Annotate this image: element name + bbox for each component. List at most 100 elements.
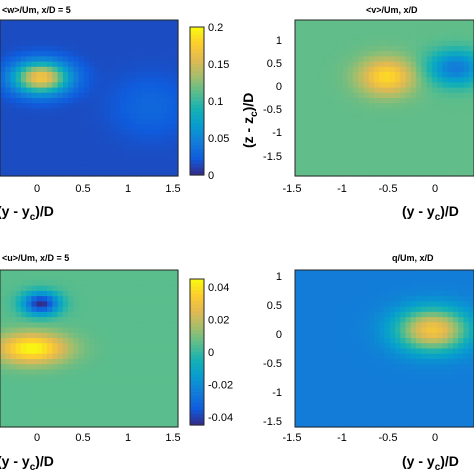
colorbar-segment: [190, 115, 204, 121]
heatmap-cell: [94, 411, 101, 418]
heatmap-cell: [410, 301, 417, 308]
heatmap-cell: [363, 103, 370, 109]
heatmap-cell: [326, 270, 333, 276]
heatmap-cell: [130, 290, 137, 297]
heatmap-cell: [405, 20, 412, 26]
heatmap-cell: [104, 25, 111, 31]
heatmap-cell: [0, 301, 6, 308]
heatmap-cell: [442, 364, 449, 371]
colorbar-segment: [190, 341, 204, 346]
heatmap-cell: [300, 390, 307, 397]
heatmap-cell: [463, 134, 470, 141]
heatmap-cell: [310, 296, 317, 302]
heatmap-cell: [416, 129, 422, 135]
y-tick-label: 0: [276, 329, 282, 341]
heatmap-cell: [31, 108, 38, 115]
heatmap-cell: [141, 296, 148, 302]
heatmap-cell: [468, 411, 474, 418]
heatmap-cell: [452, 165, 459, 172]
heatmap-cell: [73, 317, 80, 323]
heatmap-cell: [300, 77, 307, 83]
heatmap-cell: [109, 285, 116, 292]
heatmap-cell: [363, 155, 370, 161]
heatmap-cell: [384, 160, 391, 167]
heatmap-cell: [300, 395, 307, 402]
heatmap-cell: [15, 56, 22, 63]
heatmap-cell: [83, 108, 90, 115]
heatmap-cell: [379, 369, 386, 376]
heatmap-cell: [141, 280, 148, 287]
heatmap-cell: [400, 150, 407, 156]
heatmap-cell: [10, 416, 17, 423]
heatmap-cell: [468, 395, 474, 402]
heatmap-cell: [447, 270, 454, 276]
heatmap-cell: [62, 77, 69, 83]
heatmap-cell: [342, 66, 349, 73]
heatmap-cell: [405, 40, 412, 47]
heatmap-cell: [136, 170, 142, 177]
heatmap-cell: [447, 400, 454, 407]
heatmap-cell: [20, 72, 27, 78]
heatmap-cell: [447, 327, 454, 334]
heatmap-cell: [437, 400, 444, 407]
heatmap-cell: [151, 61, 158, 68]
heatmap-cell: [151, 77, 158, 83]
heatmap-cell: [463, 160, 470, 167]
heatmap-cell: [15, 364, 22, 371]
heatmap-cell: [26, 155, 33, 161]
heatmap-cell: [146, 87, 153, 94]
heatmap-cell: [41, 61, 48, 68]
heatmap-cell: [468, 40, 474, 47]
heatmap-cell: [368, 364, 375, 371]
heatmap-cell: [300, 129, 307, 135]
heatmap-cell: [331, 358, 338, 365]
heatmap-cell: [347, 322, 354, 329]
heatmap-cell: [94, 374, 101, 381]
heatmap-cell: [162, 385, 169, 391]
heatmap-cell: [389, 113, 396, 120]
heatmap-cell: [62, 108, 69, 115]
heatmap-cell: [109, 66, 116, 73]
heatmap-cell: [416, 35, 422, 42]
heatmap-cell: [405, 170, 412, 177]
heatmap-cell: [452, 306, 459, 313]
heatmap-cell: [125, 416, 132, 423]
heatmap-cell: [410, 165, 417, 172]
heatmap-cell: [78, 301, 85, 308]
heatmap-cell: [395, 129, 401, 135]
heatmap-cell: [368, 395, 375, 402]
heatmap-cell: [405, 317, 412, 323]
heatmap-cell: [157, 92, 163, 99]
heatmap-cell: [89, 150, 95, 156]
heatmap-cell: [458, 134, 465, 141]
heatmap-cell: [316, 160, 322, 167]
heatmap-cell: [395, 77, 401, 83]
heatmap-cell: [310, 306, 317, 313]
heatmap-cell: [83, 416, 90, 423]
heatmap-cell: [379, 322, 386, 329]
heatmap-cell: [31, 20, 38, 26]
heatmap-cell: [405, 103, 412, 109]
heatmap-cell: [157, 416, 163, 423]
heatmap-cell: [310, 170, 317, 177]
heatmap-cell: [99, 322, 106, 329]
heatmap-cell: [405, 416, 412, 423]
heatmap-cell: [41, 353, 48, 360]
heatmap-cell: [405, 322, 412, 329]
heatmap-cell: [172, 82, 179, 89]
heatmap-cell: [331, 275, 338, 282]
heatmap-cell: [78, 165, 85, 172]
heatmap-cell: [89, 421, 95, 428]
colorbar-segment: [190, 366, 204, 371]
heatmap-cell: [352, 25, 359, 31]
heatmap-cell: [405, 129, 412, 135]
heatmap-cell: [99, 411, 106, 418]
heatmap-cell: [94, 72, 101, 78]
heatmap-cell: [5, 369, 12, 376]
heatmap-cell: [15, 20, 22, 26]
heatmap-cell: [10, 170, 17, 177]
heatmap-cell: [15, 317, 22, 323]
heatmap-cell: [395, 51, 401, 57]
heatmap-cell: [62, 139, 69, 146]
heatmap-cell: [426, 369, 433, 376]
